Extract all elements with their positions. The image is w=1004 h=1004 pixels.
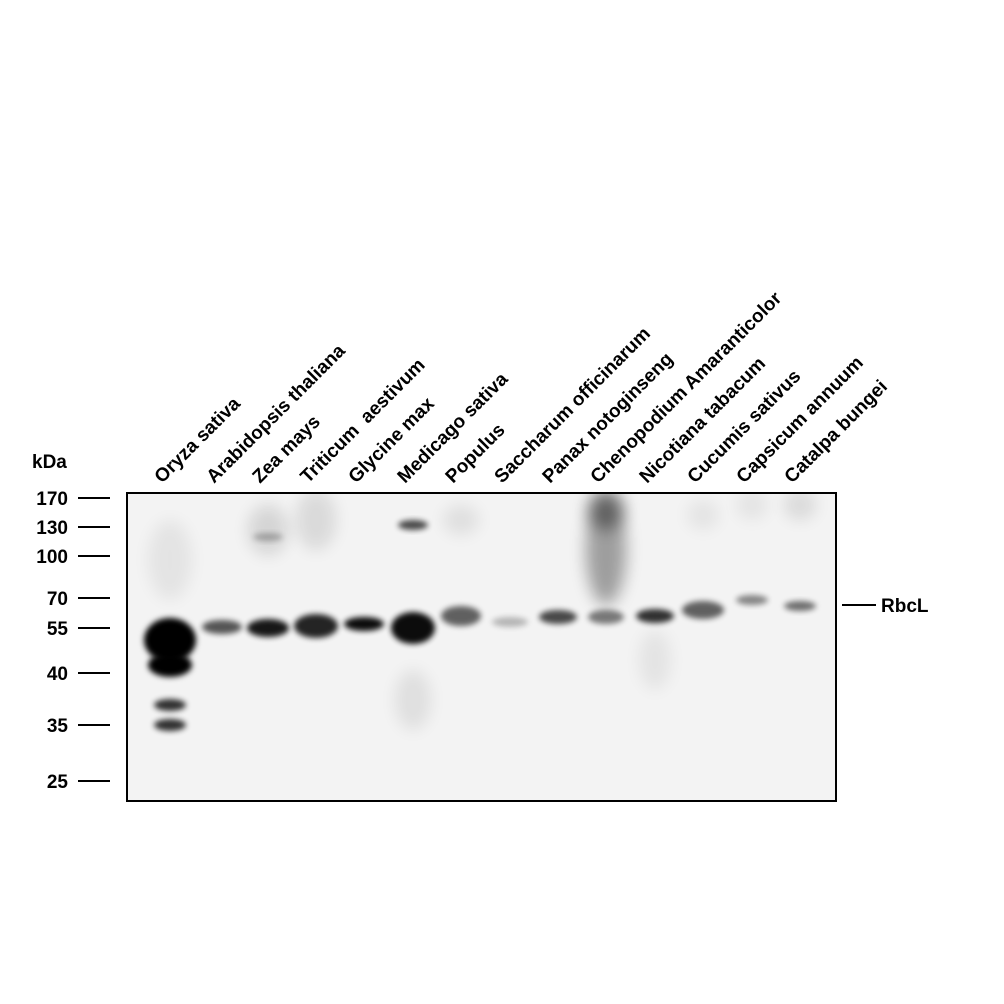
band bbox=[639, 630, 671, 690]
marker-label: 130 bbox=[36, 518, 68, 539]
band bbox=[736, 494, 768, 520]
band bbox=[398, 520, 428, 530]
band bbox=[636, 609, 674, 623]
band bbox=[391, 612, 435, 644]
band bbox=[441, 606, 481, 626]
band bbox=[154, 699, 186, 711]
band bbox=[253, 533, 283, 541]
band bbox=[443, 505, 479, 535]
band bbox=[687, 500, 719, 530]
unit-label: kDa bbox=[32, 452, 67, 473]
band bbox=[202, 620, 242, 634]
band bbox=[784, 494, 816, 520]
band bbox=[248, 505, 288, 555]
marker-label: 170 bbox=[36, 489, 68, 510]
marker-label: 55 bbox=[47, 619, 69, 640]
blot-membrane bbox=[126, 492, 837, 802]
bands bbox=[144, 494, 816, 731]
band bbox=[588, 610, 624, 624]
marker-label: 70 bbox=[47, 589, 68, 610]
band bbox=[736, 595, 768, 605]
marker-label: 40 bbox=[47, 664, 68, 685]
marker-label: 25 bbox=[47, 772, 69, 793]
band bbox=[784, 601, 816, 611]
band bbox=[588, 494, 624, 530]
band bbox=[682, 601, 724, 619]
band bbox=[539, 610, 577, 624]
band bbox=[395, 670, 431, 730]
band bbox=[492, 617, 528, 627]
band bbox=[154, 719, 186, 731]
marker-label: 100 bbox=[36, 547, 68, 568]
band bbox=[344, 617, 384, 631]
marker-label: 35 bbox=[47, 716, 69, 737]
band bbox=[247, 619, 289, 637]
band bbox=[144, 618, 196, 662]
band bbox=[296, 494, 336, 550]
band bbox=[294, 614, 338, 638]
band-label: RbcL bbox=[881, 596, 929, 617]
band bbox=[148, 520, 192, 600]
band bbox=[148, 653, 192, 677]
